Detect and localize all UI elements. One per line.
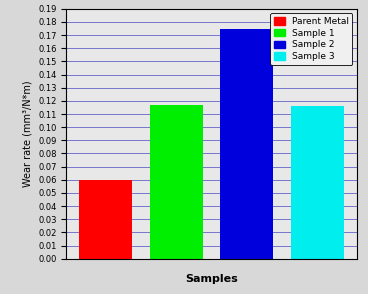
Legend: Parent Metal, Sample 1, Sample 2, Sample 3: Parent Metal, Sample 1, Sample 2, Sample… [270,13,353,65]
X-axis label: Samples: Samples [185,274,238,284]
Bar [79,180,132,259]
Y-axis label: Wear rate (mm³/N*m): Wear rate (mm³/N*m) [22,81,32,187]
Bar [291,106,344,259]
Bar [150,105,203,259]
Bar [220,29,273,259]
